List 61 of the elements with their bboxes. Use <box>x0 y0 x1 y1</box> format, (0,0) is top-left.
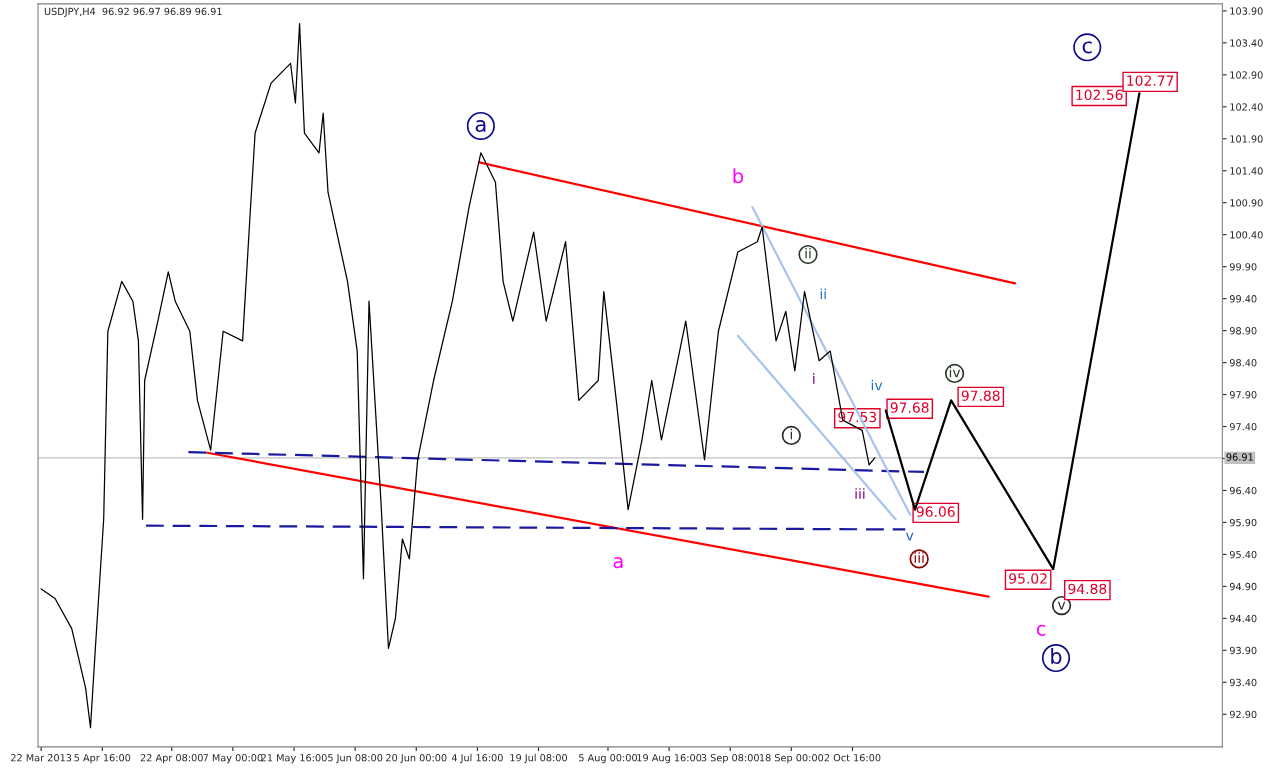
y-tick-label: 99.40 <box>1229 295 1257 303</box>
y-tick-label: 99.90 <box>1229 263 1257 271</box>
y-tick-label: 97.90 <box>1229 391 1257 399</box>
x-tick-label: 19 Jul 08:00 <box>510 753 568 764</box>
annotation: i <box>813 373 815 384</box>
annotation: 94.88 <box>1068 583 1107 595</box>
annotation: b <box>1051 647 1062 665</box>
y-tick-label: 96.40 <box>1229 486 1257 495</box>
x-tick-label: 22 Apr 08:00 <box>140 754 203 764</box>
x-tick-label: 22 Mar 2013 <box>11 754 72 762</box>
y-tick-label: 97.40 <box>1229 423 1257 431</box>
annotation: iv <box>871 379 883 391</box>
x-tick-label: 20 Jun 00:00 <box>386 754 447 764</box>
annotation: 102.77 <box>1127 75 1174 86</box>
annotation: c <box>1036 624 1046 636</box>
y-tick-label: 102.40 <box>1230 103 1263 111</box>
annotation: iii <box>914 552 924 563</box>
x-tick-label: 19 Aug 16:00 <box>637 754 702 764</box>
annotation: 102.56 <box>1076 89 1123 101</box>
y-tick-label: 98.40 <box>1229 359 1257 367</box>
annotation: a <box>613 557 623 569</box>
y-tick-label: 100.90 <box>1230 199 1263 207</box>
annotation: 97.68 <box>890 402 929 413</box>
annotation: iii <box>855 488 865 499</box>
annotation: c <box>1082 41 1092 54</box>
x-tick-label: 7 May 00:00 <box>203 754 263 764</box>
y-tick-label: 93.40 <box>1229 678 1257 687</box>
annotation: i <box>790 428 792 440</box>
annotation: v <box>1057 601 1066 610</box>
y-tick-label: 102.90 <box>1230 71 1263 79</box>
annotation: b <box>733 168 744 184</box>
annotation: iv <box>949 366 961 378</box>
y-tick-label: 92.90 <box>1229 710 1257 719</box>
y-tick-label: 93.90 <box>1229 646 1257 655</box>
y-tick-label: 98.90 <box>1229 327 1257 335</box>
annotation: 95.02 <box>1009 573 1047 584</box>
x-tick-label: 5 Apr 16:00 <box>74 754 131 764</box>
y-tick-label: 103.90 <box>1230 7 1263 15</box>
x-tick-label: 5 Aug 00:00 <box>579 754 638 764</box>
ref-line-label: 96.91 <box>1226 453 1253 461</box>
y-tick-label: 94.40 <box>1229 614 1257 623</box>
annotation: a <box>475 120 486 133</box>
x-tick-label: 3 Sep 08:00 <box>701 754 759 764</box>
y-tick-label: 100.40 <box>1230 231 1263 239</box>
annotation: ii <box>820 288 826 299</box>
x-tick-label: 4 Jul 16:00 <box>451 753 503 764</box>
annotation: 96.06 <box>916 506 955 517</box>
x-tick-label: 21 May 16:00 <box>261 754 327 764</box>
y-tick-label: 94.90 <box>1229 582 1257 591</box>
x-tick-label: 2 Oct 16:00 <box>824 754 881 762</box>
y-tick-label: 95.40 <box>1229 550 1257 559</box>
y-tick-label: 95.90 <box>1229 518 1257 527</box>
y-tick-label: 101.90 <box>1230 135 1263 143</box>
x-tick-label: 18 Sep 00:00 <box>759 754 824 764</box>
annotation: ii <box>805 247 811 259</box>
annotation: 97.88 <box>961 390 1000 401</box>
chart-title: USDJPY,H4 96.92 96.97 96.89 96.91 <box>44 7 222 17</box>
y-tick-label: 101.40 <box>1230 167 1263 175</box>
annotation: v <box>906 532 914 541</box>
x-tick-label: 5 Jun 08:00 <box>328 754 383 764</box>
y-tick-label: 103.40 <box>1230 39 1263 47</box>
